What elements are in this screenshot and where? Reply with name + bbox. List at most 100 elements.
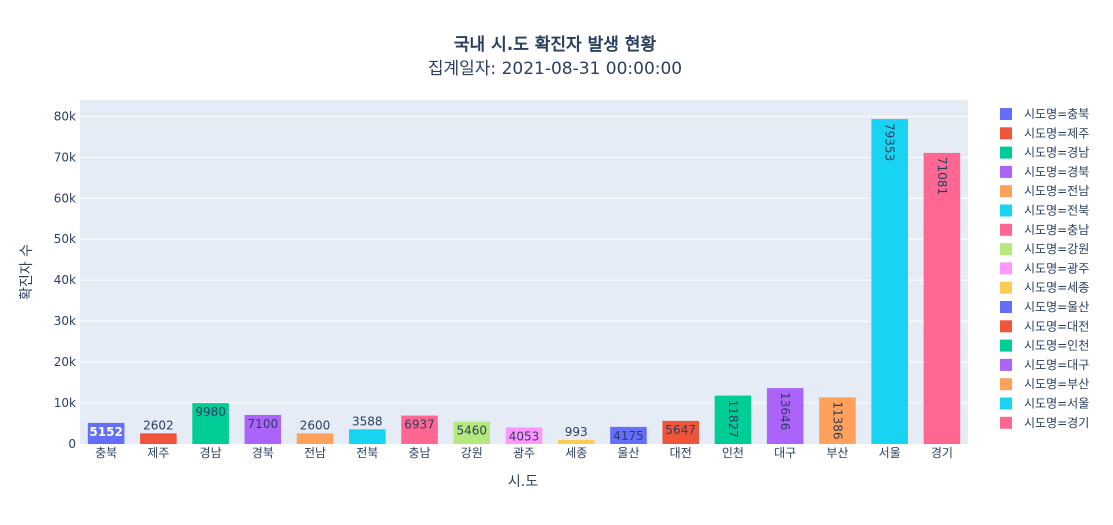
legend-swatch [1000, 262, 1012, 275]
x-tick-label: 인천 [722, 445, 744, 460]
x-axis-title: 시.도 [508, 474, 538, 490]
x-tick-label: 울산 [617, 446, 639, 460]
chart-subtitle: 집계일자: 2021-08-31 00:00:00 [428, 59, 682, 79]
bar[interactable] [819, 397, 856, 444]
bar-value-label: 5460 [456, 424, 487, 438]
legend-item[interactable]: 시도명=전남 [1000, 184, 1089, 198]
legend-item[interactable]: 시도명=부산 [1000, 377, 1089, 391]
legend[interactable]: 시도명=충북시도명=제주시도명=경남시도명=경북시도명=전남시도명=전북시도명=… [1000, 107, 1089, 430]
legend-item[interactable]: 시도명=광주 [1000, 261, 1089, 275]
legend-label: 시도명=대구 [1024, 358, 1089, 372]
bar[interactable] [923, 152, 961, 445]
bar[interactable] [244, 414, 282, 444]
legend-item[interactable]: 시도명=울산 [1000, 300, 1089, 314]
bars: 5152 2602 9980 7100 2600 3588 6937 5460 4053 993 4… [87, 119, 961, 445]
bar[interactable] [505, 427, 543, 444]
y-tick-label: 10k [54, 396, 76, 410]
bar-value-label: 6937 [404, 418, 435, 432]
y-tick-label: 50k [54, 232, 76, 246]
y-tick-label: 60k [54, 191, 76, 205]
plot-area [80, 100, 968, 444]
legend-swatch [1000, 165, 1012, 178]
bar-value-label: 5152 [89, 425, 122, 439]
y-tick-label: 30k [54, 314, 76, 328]
legend-item[interactable]: 시도명=세종 [1000, 281, 1089, 295]
bar-value-label: 11827 [726, 400, 740, 438]
bar-value-label: 4053 [509, 429, 540, 443]
bar[interactable] [610, 426, 647, 444]
legend-item[interactable]: 시도명=전북 [1000, 204, 1089, 218]
bar[interactable] [140, 433, 177, 444]
x-tick-label: 세종 [565, 446, 587, 460]
x-tick-label: 경기 [931, 446, 953, 460]
bar[interactable] [87, 422, 125, 444]
bar-value-label: 11386 [830, 401, 844, 439]
legend-label: 시도명=강원 [1024, 242, 1089, 256]
legend-item[interactable]: 시도명=충남 [1000, 223, 1089, 237]
x-tick-label: 서울 [879, 446, 901, 460]
legend-label: 시도명=세종 [1024, 281, 1089, 295]
legend-label: 시도명=전북 [1024, 204, 1089, 218]
bar-value-label: 5647 [665, 423, 696, 437]
legend-item[interactable]: 시도명=경기 [1000, 416, 1089, 430]
y-axis-title: 확진자 수 [19, 244, 35, 300]
bar[interactable] [871, 119, 908, 444]
legend-label: 시도명=제주 [1024, 126, 1089, 140]
bar[interactable] [401, 415, 438, 444]
legend-label: 시도명=전남 [1024, 184, 1089, 198]
y-tick-label: 70k [54, 150, 76, 164]
chart-title: 국내 시.도 확진자 발생 현황 [454, 35, 657, 55]
legend-item[interactable]: 시도명=대구 [1000, 358, 1089, 372]
legend-item[interactable]: 시도명=인천 [1000, 338, 1089, 353]
bar-value-label: 4175 [613, 429, 644, 443]
legend-label: 시도명=울산 [1024, 300, 1089, 314]
bar-value-label: 3588 [352, 414, 383, 428]
x-tick-label: 경남 [200, 446, 222, 460]
bar-value-label: 2600 [300, 418, 331, 432]
bar[interactable] [349, 429, 386, 444]
y-tick-label: 20k [54, 355, 76, 369]
legend-swatch [1000, 339, 1012, 352]
legend-label: 시도명=경남 [1024, 146, 1089, 160]
bar-value-label: 9980 [195, 405, 226, 419]
legend-swatch [1000, 204, 1012, 217]
legend-label: 시도명=충북 [1024, 107, 1089, 121]
legend-swatch [1000, 108, 1012, 120]
legend-swatch [1000, 127, 1012, 140]
legend-swatch [1000, 301, 1012, 313]
bar[interactable] [662, 420, 699, 444]
legend-item[interactable]: 시도명=경남 [1000, 146, 1089, 160]
legend-swatch [1000, 320, 1012, 333]
x-tick-label: 경북 [252, 446, 274, 460]
legend-item[interactable]: 시도명=강원 [1000, 242, 1089, 256]
bar-value-label: 71081 [935, 157, 949, 195]
legend-label: 시도명=부산 [1024, 377, 1089, 391]
legend-label: 시도명=충남 [1024, 223, 1089, 237]
bar[interactable] [766, 388, 804, 444]
legend-swatch [1000, 185, 1012, 198]
legend-item[interactable]: 시도명=충북 [1000, 107, 1089, 121]
x-tick-label: 충남 [408, 446, 430, 460]
bar[interactable] [557, 439, 595, 444]
legend-label: 시도명=대전 [1024, 319, 1089, 333]
x-tick-label: 대전 [670, 446, 692, 460]
x-tick-label: 부산 [826, 446, 848, 460]
bar[interactable] [296, 433, 334, 444]
legend-label: 시도명=서울 [1024, 397, 1089, 411]
legend-item[interactable]: 시도명=제주 [1000, 126, 1089, 140]
bar[interactable] [192, 403, 229, 444]
legend-item[interactable]: 시도명=대전 [1000, 319, 1089, 333]
legend-label: 시도명=경기 [1024, 416, 1089, 430]
bar[interactable] [714, 395, 752, 444]
x-tick-label: 충북 [95, 446, 117, 460]
x-tick-label: 전북 [356, 446, 378, 460]
bar[interactable] [453, 421, 491, 444]
legend-item[interactable]: 시도명=경북 [1000, 165, 1089, 179]
y-tick-label: 0 [68, 437, 76, 451]
x-axis: 충북 제주 경남 경북 전남 전북 충남 강원 광주 세종 울산 대전 인천 대구 부산 서울 경기 [95, 445, 953, 460]
legend-item[interactable]: 시도명=서울 [1000, 397, 1089, 411]
bar-value-label: 7100 [248, 417, 279, 431]
bar-value-label: 79353 [883, 123, 897, 161]
legend-swatch [1000, 397, 1012, 410]
